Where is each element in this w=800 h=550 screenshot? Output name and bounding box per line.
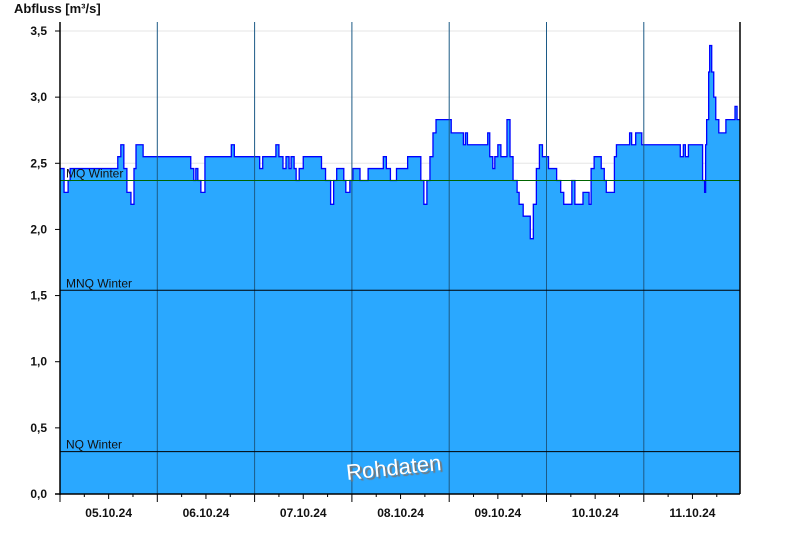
reference-line-label: MNQ Winter <box>66 276 132 290</box>
y-axis-title: Abfluss [m³/s] <box>14 1 101 16</box>
y-tick-label: 3,5 <box>30 24 47 38</box>
y-tick-label: 0,5 <box>30 421 47 435</box>
x-tick-label: 09.10.24 <box>474 506 521 520</box>
y-tick-label: 2,0 <box>30 222 47 236</box>
reference-line-label: MQ Winter <box>66 166 123 180</box>
y-tick-label: 3,0 <box>30 90 47 104</box>
x-tick-label: 05.10.24 <box>85 506 132 520</box>
discharge-fill <box>60 45 741 495</box>
x-tick-label: 11.10.24 <box>669 506 715 520</box>
x-tick-label: 06.10.24 <box>183 506 230 520</box>
y-tick-label: 2,5 <box>30 156 47 170</box>
day-separators <box>156 22 645 494</box>
x-tick-label: 07.10.24 <box>280 506 327 520</box>
x-tick-label: 08.10.24 <box>377 506 424 520</box>
axes: 0,0 0,5 1,0 1,5 2,0 2,5 3,0 3,5 05.10.24 06.10.24… <box>30 22 741 520</box>
reference-line-label: NQ Winter <box>66 438 122 452</box>
reference-lines: MQ Winter MNQ Winter NQ Winter <box>60 166 740 453</box>
data-area <box>60 44 741 495</box>
x-tick-label: 10.10.24 <box>572 506 619 520</box>
y-tick-label: 1,0 <box>30 355 47 369</box>
y-tick-label: 0,0 <box>30 487 47 501</box>
discharge-line <box>60 44 741 240</box>
y-tick-label: 1,5 <box>30 289 47 303</box>
